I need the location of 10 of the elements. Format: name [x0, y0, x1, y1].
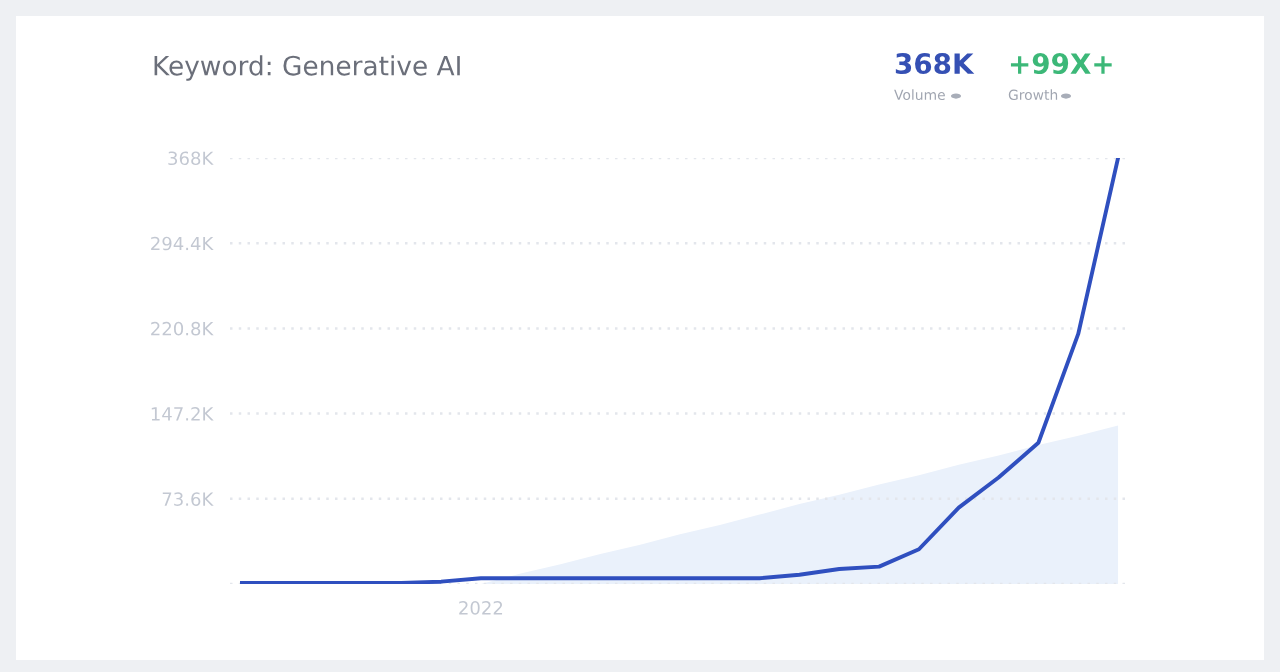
y-tick-label: 368K: [168, 151, 214, 166]
text: +99X+: [1010, 53, 1112, 75]
y-tick-label: 294.4K: [151, 236, 214, 251]
y-tick-label: 147.2K: [151, 407, 214, 421]
text: 368K: [895, 53, 975, 75]
chart-title: Keyword: Generative AI: [154, 55, 460, 81]
line-series: [240, 158, 1120, 584]
y-tick-label: 73.6K: [162, 492, 214, 506]
x-tick-label: 2022: [459, 600, 503, 615]
y-tick-label: 220.8K: [151, 321, 214, 336]
